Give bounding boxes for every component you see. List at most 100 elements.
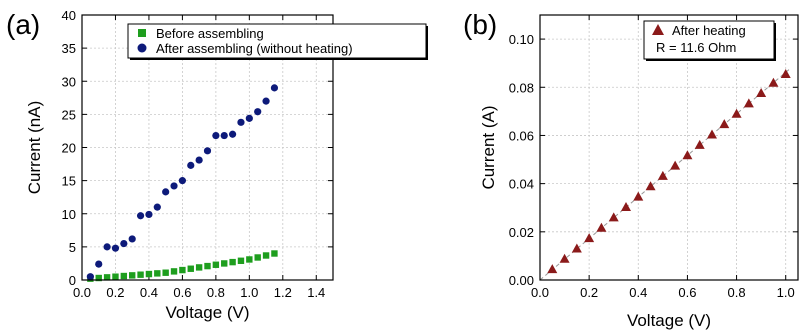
- data-point: [136, 212, 145, 220]
- data-point: [170, 182, 178, 190]
- y-axis-title: Current (nA): [25, 101, 44, 195]
- x-tick-label: 0.6: [678, 285, 696, 300]
- legend-box: [643, 20, 775, 60]
- chart-panel-b: (b) 0.0 0.2 0.4 0.6 0.8 1.0 0.00 0.02 0.04 0.06 0.0…: [463, 9, 799, 330]
- data-point: [262, 252, 270, 259]
- x-tick-label: 0.4: [629, 285, 647, 300]
- data-point: [270, 84, 279, 92]
- x-tick-label: 0.0: [73, 285, 91, 300]
- x-tick-label: 1.4: [307, 285, 325, 300]
- y-tick-label: 0.04: [509, 177, 534, 192]
- data-point: [254, 254, 261, 261]
- data-point: [246, 256, 253, 263]
- data-point: [120, 272, 128, 280]
- y-tick-label: 0.10: [509, 32, 534, 47]
- x-axis-title: Voltage (V): [165, 303, 249, 322]
- data-point: [95, 260, 103, 268]
- data-point: [187, 265, 194, 272]
- data-point: [608, 212, 619, 222]
- data-point: [179, 266, 186, 274]
- x-tick-label: 0.8: [728, 285, 746, 300]
- data-point: [154, 270, 161, 277]
- data-point: [112, 273, 119, 280]
- data-point: [596, 222, 607, 232]
- data-point: [719, 119, 730, 129]
- data-point: [170, 268, 178, 275]
- data-point: [780, 69, 791, 79]
- y-tick-label: 30: [62, 74, 76, 89]
- legend-marker: [137, 43, 147, 53]
- data-point: [129, 272, 136, 279]
- data-point: [559, 253, 570, 263]
- data-point: [162, 188, 170, 196]
- data-point: [237, 257, 245, 264]
- y-tick-label: 20: [62, 141, 76, 156]
- data-point: [137, 271, 144, 278]
- data-point: [103, 243, 111, 251]
- data-point: [145, 270, 153, 278]
- chart-panel-a: (a) 0.0 0.2 0.4 0.6 0.8 1.0 1.2 1.4 0 5 10 15 20 25 30 3…: [6, 8, 428, 322]
- y-tick-label: 35: [62, 41, 76, 56]
- data-point: [682, 150, 693, 160]
- data-point: [584, 233, 595, 243]
- legend-box: [127, 23, 427, 59]
- data-point: [111, 244, 120, 252]
- x-tick-label: 0.6: [173, 285, 191, 300]
- y-tick-label: 5: [69, 240, 76, 255]
- x-tick-label: 1.0: [777, 285, 795, 300]
- plot-frame: [539, 14, 799, 281]
- data-point: [204, 262, 211, 270]
- data-point: [670, 160, 681, 170]
- legend-marker: [138, 29, 146, 37]
- data-point: [571, 243, 582, 253]
- data-point: [95, 274, 102, 282]
- data-point: [768, 77, 779, 87]
- data-point: [633, 191, 644, 201]
- data-point: [86, 273, 94, 281]
- y-tick-label: 0.06: [509, 128, 534, 143]
- x-tick-label: 0.8: [207, 285, 225, 300]
- data-point: [195, 156, 203, 164]
- data-point: [221, 260, 228, 267]
- y-tick-label: 40: [62, 8, 76, 23]
- data-point: [212, 261, 220, 268]
- data-point: [262, 97, 270, 105]
- data-point: [203, 147, 212, 155]
- data-point: [162, 269, 169, 276]
- data-point: [245, 114, 253, 122]
- x-tick-label: 0.2: [106, 285, 124, 300]
- y-tick-label: 15: [62, 174, 76, 189]
- legend-label: Before assembling: [156, 26, 264, 41]
- data-point: [621, 202, 631, 212]
- data-point: [547, 264, 558, 274]
- resistance-annotation: R = 11.6 Ohm: [656, 40, 736, 55]
- data-point: [743, 98, 754, 108]
- data-point: [645, 181, 656, 191]
- data-point: [657, 170, 668, 180]
- data-point: [271, 250, 278, 257]
- data-point: [229, 258, 236, 266]
- data-point: [153, 203, 161, 211]
- y-tick-label: 10: [62, 207, 76, 222]
- x-tick-label: 1.0: [240, 285, 258, 300]
- y-axis-title: Current (A): [479, 105, 498, 189]
- data-point: [229, 130, 237, 138]
- y-tick-label: 0.02: [509, 225, 534, 240]
- legend-label: After heating: [672, 23, 746, 38]
- data-point: [187, 161, 195, 169]
- x-tick-label: 0.2: [580, 285, 598, 300]
- data-point: [212, 131, 220, 140]
- data-point: [694, 139, 705, 149]
- y-tick-label: 0: [69, 273, 76, 288]
- legend-marker: [652, 24, 664, 35]
- panel-label: (a): [6, 9, 40, 40]
- data-point: [178, 177, 186, 185]
- plot-frame: [81, 14, 334, 281]
- legend-label: After assembling (without heating): [156, 41, 353, 56]
- y-tick-label: 0.08: [509, 80, 534, 95]
- data-point: [120, 239, 128, 248]
- data-point: [756, 88, 767, 98]
- data-point: [707, 129, 717, 139]
- panel-label: (b): [463, 9, 497, 40]
